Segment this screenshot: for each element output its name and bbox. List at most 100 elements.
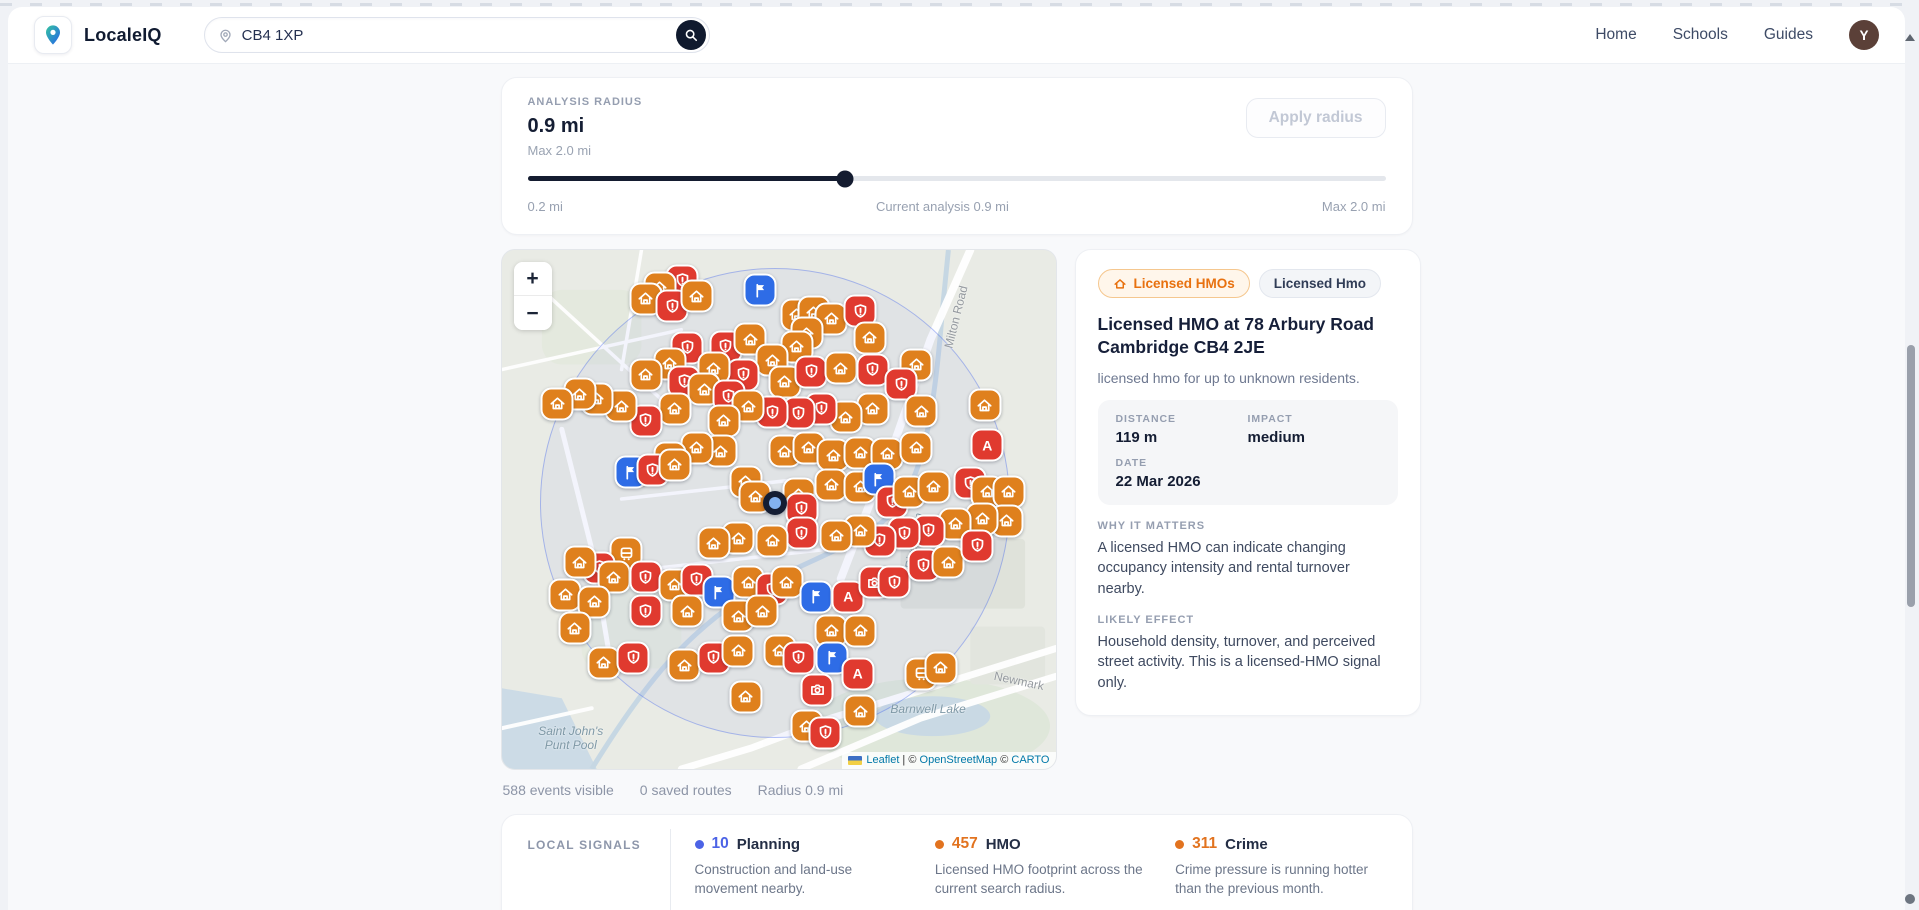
header: LocaleIQ Home Schools Guides Y [8,7,1905,63]
shield-alert-marker[interactable] [782,641,816,675]
stat-label: DATE [1115,457,1148,470]
house-marker[interactable] [931,545,965,579]
attribution-text: © [997,754,1012,766]
radius-slider[interactable] [527,170,1386,187]
house-marker[interactable] [853,321,887,355]
house-icon [1113,277,1127,291]
house-marker[interactable] [548,578,582,612]
flag-marker[interactable] [743,273,777,307]
signals-grid: 10 Planning Construction and land-use mo… [694,829,1386,910]
local-signals-panel: LOCAL SIGNALS 10 Planning Construction a… [500,814,1413,910]
search-button[interactable] [675,20,706,50]
house-marker[interactable] [824,351,858,385]
magnifier-icon [684,28,698,42]
house-marker[interactable] [745,594,779,628]
stat-impact: IMPACT medium [1248,413,1380,446]
attribution-link[interactable]: CARTO [1011,754,1050,766]
nav-schools[interactable]: Schools [1672,26,1728,43]
stat-value: medium [1247,429,1306,447]
house-marker[interactable] [924,651,958,685]
house-marker[interactable] [904,394,938,428]
signal-dot-icon [694,839,704,849]
detail-section: LIKELY EFFECT Household density, turnover… [1098,614,1398,693]
signal-count: 457 [951,835,978,852]
radius-value: 0.9 mi [527,115,585,137]
scrollbar-up-arrow[interactable] [1905,34,1915,41]
map-center-marker [762,490,787,515]
attribution-link[interactable]: OpenStreetMap [919,754,998,766]
house-marker[interactable] [917,470,951,504]
event-stats: DISTANCE 119 m IMPACT medium DATE 22 Mar 2026 [1097,400,1398,506]
house-marker[interactable] [707,404,741,438]
zoom-out-button[interactable]: − [513,296,552,330]
shield-alert-marker[interactable] [785,516,819,550]
attribution-link[interactable]: Leaflet [866,754,900,766]
shield-alert-marker[interactable] [808,716,842,750]
slider-min-label: 0.2 mi [527,199,563,214]
house-marker[interactable] [721,634,755,668]
shield-alert-marker[interactable] [960,529,994,563]
scrollbar-down-dot[interactable] [1905,894,1915,904]
house-marker[interactable] [558,611,592,645]
badge-label: Licensed Hmo [1273,276,1367,291]
section-label: WHY IT MATTERS [1097,520,1206,533]
house-marker[interactable] [563,545,597,579]
flag-marker[interactable] [799,580,833,614]
house-marker[interactable] [540,387,574,421]
slider-thumb[interactable] [836,170,854,187]
house-marker[interactable] [755,524,789,558]
signal-dot-icon [934,839,944,849]
search-bar [203,17,710,53]
house-marker[interactable] [697,526,731,560]
letter-a-marker[interactable]: A [970,428,1004,462]
shield-alert-marker[interactable] [616,641,650,675]
apply-radius-button[interactable]: Apply radius [1245,98,1386,138]
house-marker[interactable] [658,448,692,482]
house-marker[interactable] [968,388,1002,422]
house-marker[interactable] [729,680,763,714]
house-marker[interactable] [680,279,713,313]
avatar[interactable]: Y [1849,20,1879,50]
signal-description: Crime pressure is running hotter than th… [1175,862,1368,897]
shield-alert-marker[interactable] [794,355,828,389]
stat-distance: DISTANCE 119 m [1116,413,1248,446]
signal-planning: 10 Planning Construction and land-use mo… [694,835,905,898]
house-marker[interactable] [992,475,1026,509]
zoom-in-button[interactable]: + [513,262,552,296]
house-marker[interactable] [843,614,877,648]
house-marker[interactable] [843,694,877,728]
shield-alert-marker[interactable] [629,560,663,594]
scrollbar-thumb[interactable] [1907,345,1915,607]
signal-name: Crime [1225,835,1268,853]
logo-icon[interactable] [34,16,72,54]
house-marker[interactable] [667,648,701,682]
slider-labels: 0.2 mi Current analysis 0.9 mi Max 2.0 m… [528,199,1386,214]
events-visible-count: 588 events visible [502,782,614,798]
house-marker[interactable] [670,594,704,628]
top-nav: Home Schools Guides Y [1595,20,1879,50]
map[interactable]: Milton RoadRiver CamNewmarkBarnwell Lake… [500,249,1057,770]
house-marker[interactable] [819,519,853,553]
house-marker[interactable] [629,358,663,392]
house-marker[interactable] [814,468,848,502]
search-input[interactable] [241,26,676,44]
shield-alert-marker[interactable] [877,565,911,599]
house-marker[interactable] [899,431,933,465]
house-marker[interactable] [658,392,692,426]
slider-track[interactable] [527,176,1386,181]
letter-a-marker[interactable]: A [841,657,875,690]
shield-alert-marker[interactable] [629,594,663,628]
event-detail-card: Licensed HMOs Licensed Hmo Licensed HMO a… [1074,249,1421,716]
house-marker[interactable] [587,646,621,680]
nav-home[interactable]: Home [1595,26,1637,43]
radius-status: Radius 0.9 mi [757,782,844,798]
house-marker[interactable] [770,565,804,599]
nav-guides[interactable]: Guides [1763,26,1813,43]
signal-name: HMO [985,835,1021,853]
camera-marker[interactable] [800,673,834,707]
slider-current-label: Current analysis 0.9 mi [875,199,1009,214]
section-text: Household density, turnover, and perceiv… [1097,634,1381,691]
category-badge[interactable]: Licensed HMOs [1097,269,1250,298]
location-pin-icon [218,28,233,43]
